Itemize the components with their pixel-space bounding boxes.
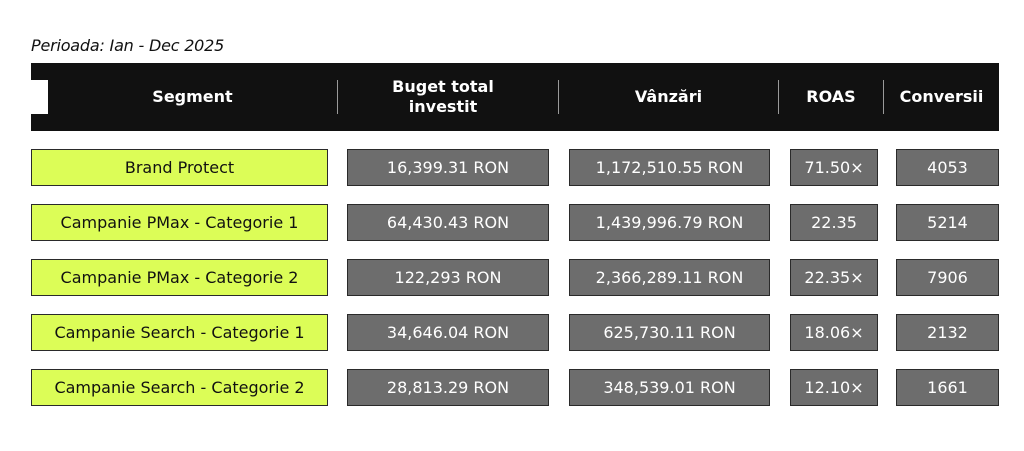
header-divider (883, 80, 884, 114)
cell-budget: 28,813.29 RON (347, 369, 549, 406)
cell-budget: 122,293 RON (347, 259, 549, 296)
cell-conversions: 5214 (896, 204, 999, 241)
header-divider (778, 80, 779, 114)
period-label: Perioada: Ian - Dec 2025 (31, 36, 225, 55)
header-segment: Segment (152, 87, 233, 106)
header-conversions: Conversii (899, 87, 984, 106)
cell-sales: 1,439,996.79 RON (569, 204, 770, 241)
cell-roas: 71.50× (790, 149, 878, 186)
header-roas: ROAS (806, 87, 856, 106)
cell-roas: 22.35× (790, 259, 878, 296)
cell-conversions: 4053 (896, 149, 999, 186)
cell-conversions: 1661 (896, 369, 999, 406)
header-divider (558, 80, 559, 114)
cell-segment: Brand Protect (31, 149, 328, 186)
header-notch (31, 80, 48, 114)
cell-segment: Campanie PMax - Categorie 2 (31, 259, 328, 296)
cell-sales: 348,539.01 RON (569, 369, 770, 406)
cell-roas: 12.10× (790, 369, 878, 406)
cell-budget: 34,646.04 RON (347, 314, 549, 351)
cell-conversions: 7906 (896, 259, 999, 296)
cell-budget: 64,430.43 RON (347, 204, 549, 241)
cell-segment: Campanie PMax - Categorie 1 (31, 204, 328, 241)
cell-sales: 1,172,510.55 RON (569, 149, 770, 186)
header-sales: Vânzări (634, 87, 703, 106)
cell-budget: 16,399.31 RON (347, 149, 549, 186)
cell-sales: 2,366,289.11 RON (569, 259, 770, 296)
cell-conversions: 2132 (896, 314, 999, 351)
table-header (31, 63, 999, 131)
cell-roas: 22.35 (790, 204, 878, 241)
header-divider (337, 80, 338, 114)
cell-segment: Campanie Search - Categorie 2 (31, 369, 328, 406)
header-budget: Buget total investit (392, 77, 494, 116)
cell-sales: 625,730.11 RON (569, 314, 770, 351)
cell-roas: 18.06× (790, 314, 878, 351)
cell-segment: Campanie Search - Categorie 1 (31, 314, 328, 351)
